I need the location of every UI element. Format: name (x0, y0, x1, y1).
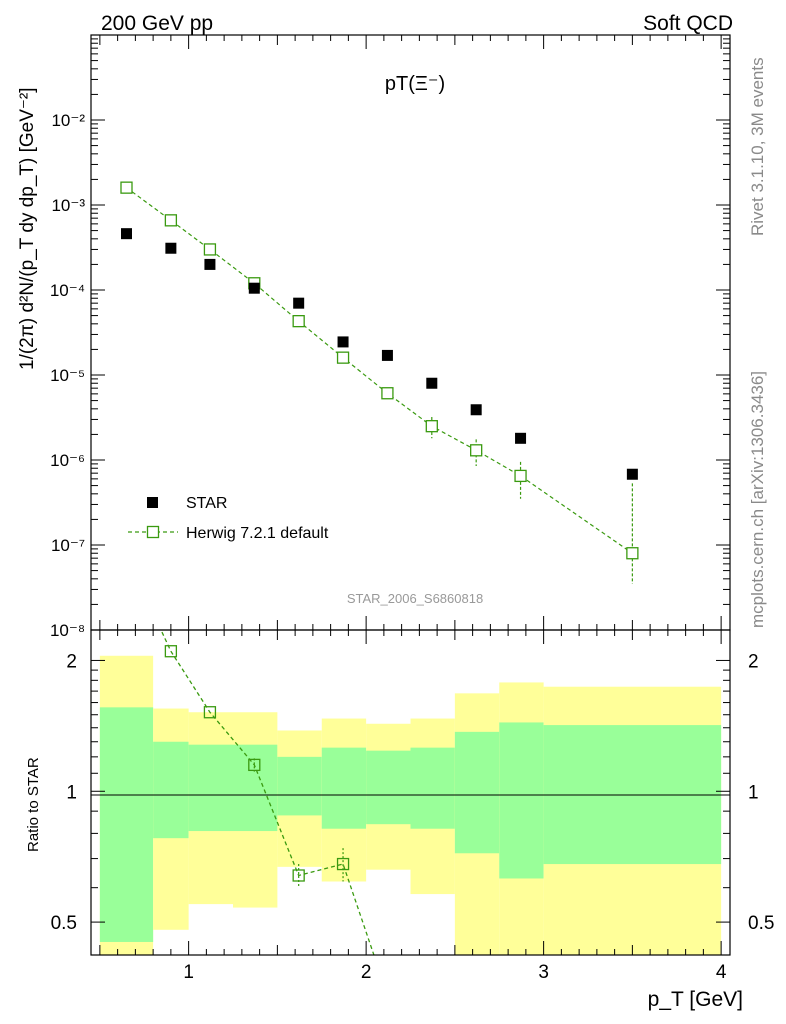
herwig-point (381, 387, 394, 400)
star-point (165, 242, 177, 254)
main-y-tick-label: 10⁻² (51, 111, 85, 130)
header-right-label: Soft QCD (643, 12, 733, 35)
main-title: pT(Ξ⁻) (385, 73, 445, 95)
ratio-inner-band (321, 747, 367, 829)
ratio-point (203, 706, 217, 719)
header-left-label: 200 GeV pp (101, 12, 213, 35)
ratio-line (160, 630, 375, 955)
ratio-inner-band (366, 750, 411, 825)
star-point (470, 404, 482, 416)
main-y-tick-label: 10⁻⁵ (50, 366, 85, 385)
mcplots-source-label: mcplots.cern.ch [arXiv:1306.3436] (748, 371, 767, 628)
star-series (121, 228, 638, 480)
ratio-point (292, 869, 305, 882)
ratio-y-tick-label-right: 0.5 (748, 913, 774, 934)
ratio-y-axis: 0.5 0.5 1 1 2 2 (51, 651, 775, 934)
herwig-point (470, 444, 483, 457)
ratio-inner-band (188, 744, 233, 832)
rivet-version-label: Rivet 3.1.10, 3M events (748, 57, 767, 236)
ratio-point (248, 758, 261, 772)
ratio-x-axis: 1 2 3 4 (99, 630, 727, 983)
main-y-tick-label: 10⁻³ (51, 196, 85, 215)
ratio-point (336, 857, 350, 871)
ratio-uncertainty-bands (99, 655, 722, 955)
herwig-point (336, 351, 350, 364)
ratio-y-tick-label-right: 2 (748, 651, 759, 672)
legend-herwig-label: Herwig 7.2.1 default (186, 525, 329, 542)
main-y-axis-label: 1/(2π) d²N/(p_T dy dp_T) [GeV⁻²] (17, 87, 38, 370)
star-point (337, 336, 349, 348)
ratio-inner-band (499, 722, 544, 879)
star-point (121, 228, 132, 240)
ratio-inner-band (153, 741, 189, 839)
herwig-series (120, 181, 639, 584)
legend: STAR Herwig 7.2.1 default (128, 495, 329, 542)
ratio-inner-band (277, 756, 322, 816)
herwig-point (626, 547, 639, 560)
herwig-point (203, 243, 217, 256)
herwig-point (514, 469, 527, 483)
herwig-point (120, 181, 133, 194)
ratio-y-tick-label: 0.5 (51, 913, 77, 934)
ratio-panel: 0.5 0.5 1 1 2 2 1 2 3 4 Ratio to STAR p_T [GeV] (25, 629, 775, 1011)
star-point (293, 297, 305, 309)
star-point (626, 468, 638, 480)
ratio-y-tick-label-right: 1 (748, 782, 759, 803)
ratio-inner-band (233, 744, 278, 832)
main-y-tick-label: 10⁻⁶ (50, 451, 85, 470)
analysis-watermark: STAR_2006_S6860818 (347, 591, 483, 606)
herwig-point (292, 315, 305, 328)
star-point (426, 377, 438, 389)
ratio-point (164, 645, 178, 658)
ratio-x-tick-label: 1 (183, 962, 194, 983)
legend-star-label: STAR (186, 495, 227, 512)
ratio-inner-band (410, 747, 455, 829)
ratio-herwig-series (160, 630, 375, 955)
ratio-inner-band (99, 707, 154, 942)
star-point (204, 258, 216, 270)
legend-star-marker (147, 497, 158, 508)
x-axis-label: p_T [GeV] (648, 988, 743, 1011)
main-y-tick-label: 10⁻⁸ (50, 621, 85, 640)
ratio-x-tick-label: 4 (716, 962, 727, 983)
ratio-x-tick-label: 2 (361, 962, 372, 983)
star-point (515, 432, 527, 444)
main-panel: pT(Ξ⁻) STAR_2006_S6860818 10⁻⁸10⁻⁷10⁻⁶10… (17, 34, 731, 640)
main-y-tick-label: 10⁻⁷ (51, 536, 85, 555)
ratio-inner-band (454, 731, 500, 854)
herwig-point (425, 420, 438, 433)
ratio-y-axis-label: Ratio to STAR (25, 757, 42, 852)
legend-herwig-marker (146, 525, 160, 539)
ratio-y-tick-label: 2 (66, 651, 77, 672)
main-y-axis: 10⁻⁸ 10⁻⁷ 10⁻⁶ 10⁻⁵ 10⁻⁴ 10⁻³ 10⁻² (50, 35, 730, 640)
star-point (248, 282, 260, 294)
herwig-point (164, 214, 178, 227)
star-point (381, 349, 393, 361)
main-y-tick-label: 10⁻⁴ (50, 281, 85, 300)
ratio-x-tick-label: 3 (538, 962, 549, 983)
ratio-frame (90, 629, 731, 956)
ratio-y-tick-label: 1 (66, 782, 77, 803)
